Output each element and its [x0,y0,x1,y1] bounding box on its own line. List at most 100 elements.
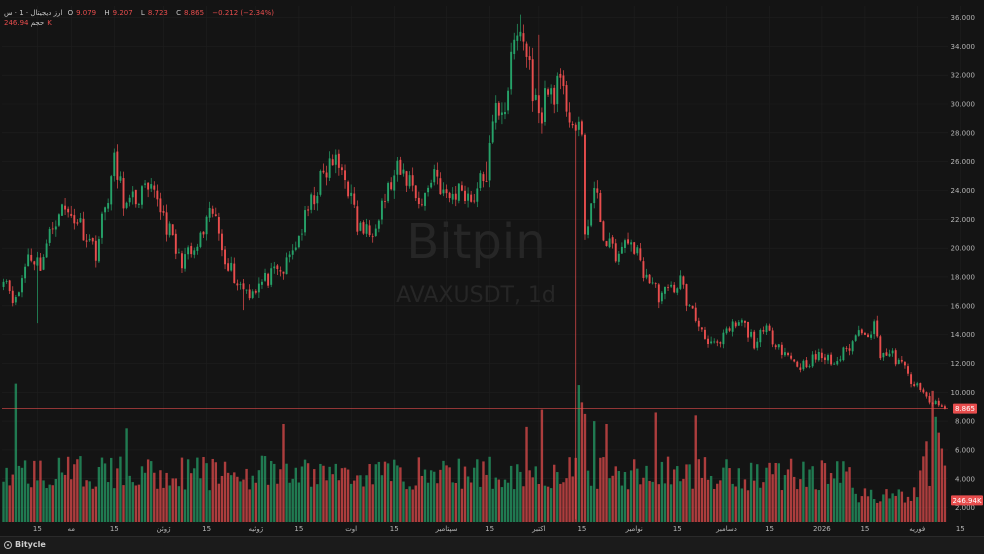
volume-bar [223,461,227,522]
footer-bar: Bitycle [0,536,984,554]
volume-bar [445,465,448,522]
footer-brand[interactable]: Bitycle [15,540,46,549]
volume-bar [503,479,507,522]
volume-bar [276,483,279,522]
volume-bar [549,488,553,522]
last-volume-label: 246.94K [951,495,983,506]
volume-bar [759,487,762,522]
candle-body [61,204,63,216]
candle [639,242,642,262]
candle-body [30,254,33,261]
volume-bar [454,482,457,522]
volume-bar [168,485,171,522]
candle-body [282,271,285,274]
volume-bar [433,471,436,522]
candle-body [473,200,476,202]
volume-bar [300,466,304,522]
time-tick-label: 15 [673,525,682,533]
high-value: 9.207 [112,9,133,17]
candle-body [562,75,565,87]
candle [214,207,217,217]
candle [248,284,251,301]
candlestick-chart[interactable]: Bitpin AVAXUSDT, 1d 2.000 4.000 6.000 8.000… [0,0,984,536]
candle [565,80,568,117]
candle-body [331,159,334,166]
candle-body [673,284,676,293]
volume-bar [70,479,73,522]
low-item: L 8.723 [141,9,171,17]
candle [719,341,722,348]
last-price-value: 8.865 [955,405,975,413]
candle [414,185,417,202]
candle [633,241,636,255]
volume-bar [217,483,221,522]
candle-body [196,246,199,251]
volume-bar [116,468,119,522]
candle-body [242,283,245,290]
candle-body [568,112,571,123]
volume-bar [633,459,636,522]
volume-bar [872,499,876,522]
candle-body [590,203,593,226]
candle-body [439,178,442,195]
candle-body [131,191,134,198]
price-axis[interactable]: 2.000 4.000 6.000 8.000 10.000 12.000 14.000 16… [951,14,976,512]
volume-bar [186,459,190,522]
volume-bar [473,467,476,522]
candle [753,329,756,350]
candle [73,208,76,230]
time-axis[interactable]: 15 مه 15 ژوئن 15 ژوئیه 15 اوت 15 سپتامبر 15 اکتبر 15… [33,525,965,533]
price-tick-label: 4.000 [955,475,975,483]
candle-body [153,185,156,190]
volume-bar [817,490,820,522]
candle [122,171,125,216]
candle [125,201,128,210]
volume-bar [694,415,697,522]
candle [759,328,762,348]
candle [885,348,888,357]
candle [907,363,909,377]
candle-body [913,384,916,386]
candle-body [276,265,279,270]
volume-bar [346,469,350,522]
candle [540,107,543,134]
candle [362,220,365,235]
candle [756,337,759,351]
volume-bar [839,482,842,522]
candle-body [442,189,445,194]
candle [547,87,550,98]
volume-bar [279,469,282,522]
candle-body [405,171,408,186]
candle [454,186,457,207]
candle-body [113,152,116,177]
candle [322,163,325,174]
volume-bar [353,480,356,522]
open-label: O [67,9,74,17]
volume-bar [922,456,925,522]
candle-body [762,330,765,332]
volume-bar [402,481,405,522]
candle-body [802,360,805,370]
candle [839,355,842,363]
bitycle-logo-icon [4,541,12,549]
volume-bar [399,467,402,522]
volume-bar [254,482,258,522]
candle-body [224,249,226,265]
candle [119,171,122,183]
candle [230,256,233,272]
volume-bar [829,473,833,522]
candle-body [790,355,793,359]
volume-bar [700,477,704,522]
price-tick-label: 22.000 [951,216,976,224]
candle [464,185,466,204]
candle-body [805,360,808,368]
volume-bar [943,465,947,522]
candle [525,41,528,68]
candle [134,189,137,208]
candle [356,200,359,236]
candle [934,399,937,405]
candle [768,323,771,332]
candle [156,184,159,207]
volume-bar [48,484,51,522]
volume-bar [236,476,239,522]
